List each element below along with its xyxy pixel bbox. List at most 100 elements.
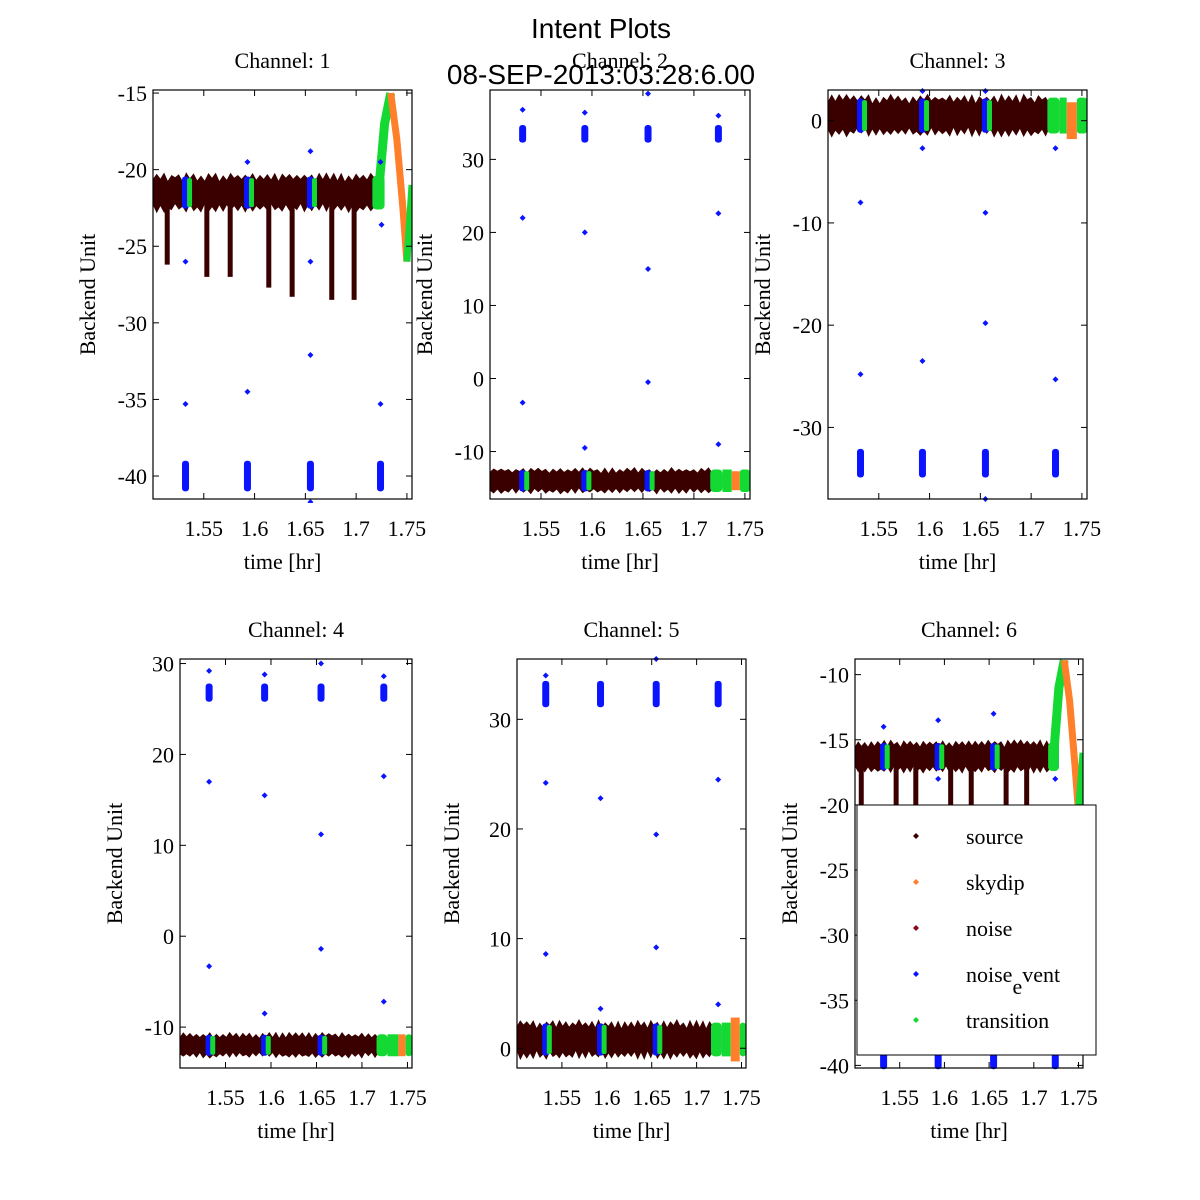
series-noise-event-point [307,499,314,503]
panel-channel-2: 1.55 1.6 1.65 1.7 1.75 -10 0 10 20 30 Channel: 2 ti… [412,48,764,574]
series-noise-event-point [857,199,864,206]
series-noise-event-point [380,998,387,1005]
panel-channel-3: 1.55 1.6 1.65 1.7 1.75 -30 -20 -10 0 Channel: 3 ti… [750,48,1101,574]
x-tick-label: 1.55 [543,1085,582,1110]
series-transition-mark [924,100,930,132]
y-tick-label: 0 [811,109,822,134]
x-tick-label: 1.75 [1063,516,1102,541]
series-skydip-band [731,471,740,491]
series-noise-event-point [715,1001,722,1008]
x-axis-label: time [hr] [257,1118,335,1143]
x-axis-label: time [hr] [244,549,322,574]
axes-frame [827,89,1088,500]
legend-marker-noise-event [913,971,919,977]
y-tick-label: -35 [820,988,849,1013]
panel-title: Channel: 3 [910,48,1006,73]
series-noise-event-point [307,258,314,265]
panel-title: Channel: 6 [921,617,1017,642]
y-tick-label: -15 [118,81,147,106]
x-tick-label: 1.7 [683,1085,711,1110]
series-skydip-band [1066,102,1077,140]
series-noise-event-point [261,1010,268,1017]
series-transition-mark [210,1035,216,1055]
series-noise-event-point [715,776,722,783]
series-noise-event-point [857,371,864,378]
series-source-dropout [204,192,210,277]
series-noise-event-point [645,379,652,386]
series-source-dropout [164,192,170,265]
y-tick-label: -10 [455,440,484,465]
series-transition-mark [322,1035,328,1055]
series-noise-event-point [377,401,384,408]
x-tick-label: 1.55 [860,516,899,541]
series-noise-event-point [244,158,251,165]
series-skydip-band [398,1034,406,1057]
x-tick-label: 1.55 [206,1085,245,1110]
series-noise-event-point [182,401,189,408]
series-transition-mark [311,178,317,208]
series-noise-event-cluster [918,448,926,478]
y-axis-label: Backend Unit [75,234,100,356]
y-tick-label: -15 [820,728,849,753]
series-source-dropout [858,756,864,818]
series-noise-event-cluster [857,448,865,478]
y-tick-label: 30 [462,147,484,172]
series-transition-block [1059,97,1067,134]
y-tick-label: 0 [500,1036,511,1061]
x-tick-label: 1.55 [880,1085,919,1110]
legend-label-source: source [966,824,1023,849]
series-source-band [180,1031,379,1059]
panels: 1.55 1.6 1.65 1.7 1.75 -40 -35 -30 -25 -20 -15 Chan… [75,48,1101,1143]
series-noise-event-point [380,773,387,780]
x-tick-label: 1.7 [1020,1085,1048,1110]
series-transition-block [405,1034,412,1057]
series-noise-event-point [1052,775,1059,782]
series-source-dropout [329,192,335,300]
series-transition-block [710,1022,722,1057]
series-transition-mark [586,471,592,491]
x-axis-label: time [hr] [581,549,659,574]
series-transition-curve [403,184,412,262]
series-noise-event-point [378,221,385,228]
y-tick-label: -30 [820,923,849,948]
series-noise-event-point [880,723,887,730]
series-noise-event-point [1052,145,1059,152]
series-transition-block [739,469,750,492]
legend-marker-source [913,833,919,839]
series-transition-mark [986,100,992,132]
y-tick-label: -40 [820,1053,849,1078]
series-noise-event-point [653,944,660,951]
series-noise-event-point [307,352,314,359]
series-noise-event-point [597,1005,604,1012]
series-source-dropout [948,756,954,818]
series-skydip-curve [1060,659,1082,812]
y-tick-label: -30 [118,311,147,336]
series-noise-event-cluster [714,125,722,143]
series-source-dropout [289,192,295,297]
series-transition-curve [374,92,396,193]
plot-area [517,656,746,1062]
series-noise-event-point [597,795,604,802]
legend-marker-skydip [913,879,919,885]
series-noise-event-cluster [581,125,589,143]
series-transition-mark [862,100,868,132]
series-noise-event-point [377,158,384,165]
plot-area [855,659,1083,1070]
series-transition-mark [994,744,1000,770]
series-transition-mark [524,471,530,491]
series-noise-event-point [519,106,526,113]
plot-area [153,92,412,503]
x-tick-label: 1.6 [916,516,944,541]
plot-area [180,660,412,1059]
series-noise-event-cluster [644,125,652,143]
panel-title: Channel: 5 [584,617,680,642]
series-transition-curve [1049,659,1069,758]
legend-label-transition: transition [966,1008,1049,1033]
series-noise-event-point [919,88,926,95]
y-axis-label: Backend Unit [439,803,464,925]
series-noise-event-cluster [380,683,388,702]
axes-frame [489,89,751,500]
panel-title: Channel: 4 [248,617,344,642]
x-tick-label: 1.65 [624,516,663,541]
panel-title: Channel: 2 [572,48,668,73]
